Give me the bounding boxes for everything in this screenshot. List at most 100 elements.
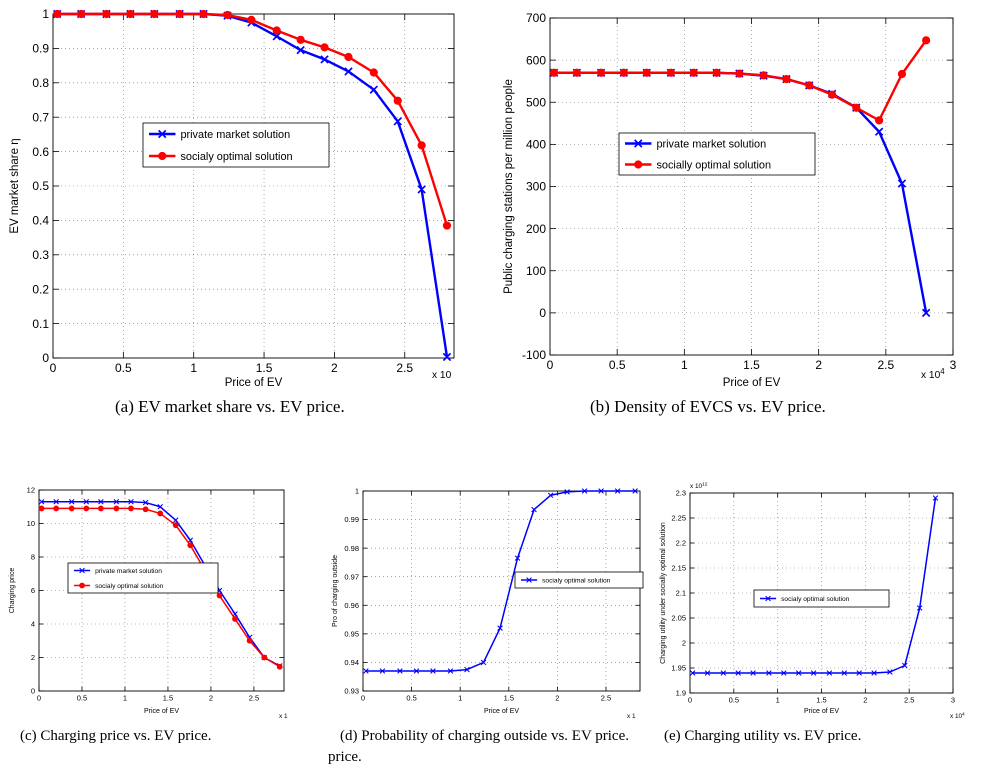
x-tick-label: 0	[361, 694, 365, 703]
y-axis-label: Charging utility under socially optimal …	[660, 522, 667, 664]
data-point	[887, 669, 893, 675]
x-tick-label: 0.5	[406, 694, 416, 703]
data-point	[766, 670, 772, 676]
legend-marker	[634, 160, 643, 169]
y-scale-note: x 1012	[690, 481, 708, 490]
y-axis-label: Pro of charging outside	[332, 555, 339, 627]
data-point	[369, 68, 378, 77]
legend-entry: socialy optimal solution	[542, 578, 611, 585]
caption: (d) Probability of charging outside vs. …	[340, 728, 629, 744]
x-tick-label: 0	[688, 696, 692, 705]
data-point	[897, 69, 907, 79]
data-point	[113, 505, 120, 512]
x-tick-label: 1.5	[163, 694, 173, 703]
y-tick-label: 0.5	[32, 179, 49, 193]
y-tick-label: 100	[526, 264, 546, 278]
data-point	[83, 498, 90, 505]
caption: (b) Density of EVCS vs. EV price.	[590, 397, 826, 416]
data-point	[97, 505, 104, 512]
data-point	[531, 506, 537, 513]
y-tick-label: 6	[31, 586, 35, 595]
data-point	[875, 116, 884, 125]
y-tick-label: 0.96	[344, 601, 359, 610]
data-point	[750, 670, 756, 676]
data-point	[689, 670, 696, 676]
data-point	[704, 670, 711, 676]
x-tick-label: 2.5	[601, 694, 611, 703]
data-point	[393, 117, 402, 126]
legend-marker	[634, 139, 643, 148]
legend-box	[618, 132, 816, 176]
y-tick-label: 2.25	[671, 514, 686, 523]
chart-a: 0 0.5 1 1.5 2 2.5 0 0.1 0.2 0.3 0.4 0.5 0.6 0.7 0.8 0.9…	[9, 7, 455, 416]
legend-entry: private market solution	[656, 139, 766, 151]
data-point	[932, 495, 939, 501]
chart-e: 0 0.5 1 1.5 2 2.5 3 1.9 1.95 2 2.05 2.1 2.15 2.2 2.25 2…	[660, 481, 965, 744]
legend-marker	[79, 582, 85, 589]
data-point	[68, 498, 75, 505]
data-point	[98, 498, 104, 505]
x-tick-label: 2	[815, 358, 822, 372]
data-point	[922, 36, 931, 45]
axes-box	[362, 490, 641, 692]
data-point	[497, 625, 503, 631]
y-axis-label: Charging price	[9, 568, 16, 614]
data-point	[38, 498, 45, 505]
legend-box	[67, 562, 219, 594]
legend-entry: socialy optimal solution	[781, 596, 850, 603]
y-tick-label: 500	[526, 95, 546, 109]
y-tick-label: 0.94	[344, 658, 359, 667]
legend-entry: socialy optimal solution	[180, 151, 292, 163]
data-point	[296, 35, 305, 44]
legend: socialy optimal solution	[753, 589, 890, 608]
y-tick-label: 0	[539, 306, 546, 320]
data-point	[795, 670, 802, 676]
legend-box	[142, 122, 330, 168]
x-tick-label: 1.5	[256, 361, 273, 375]
caption: (c) Charging price vs. EV price.	[20, 728, 211, 744]
x-tick-label: 1.5	[504, 694, 514, 703]
x-tick-label: 1	[190, 361, 197, 375]
data-point	[68, 505, 75, 512]
data-point	[417, 141, 426, 150]
x-tick-label: 2.5	[904, 696, 914, 705]
y-tick-label: 0.97	[344, 572, 359, 581]
series-0	[363, 488, 638, 674]
y-tick-label: 0	[31, 687, 35, 696]
data-point	[614, 488, 621, 494]
data-point	[549, 68, 559, 77]
caption-wrap: price.	[328, 749, 362, 765]
data-point	[514, 555, 521, 561]
data-point	[199, 9, 208, 19]
legend: private market solution socialy optimal s…	[67, 562, 219, 594]
y-tick-label: 2	[682, 639, 686, 648]
x-tick-label: 2.5	[877, 358, 894, 372]
y-tick-label: 600	[526, 53, 546, 67]
data-point	[781, 670, 787, 676]
y-tick-label: 0.98	[344, 544, 359, 553]
data-point	[379, 668, 386, 674]
data-point	[187, 542, 194, 549]
y-tick-label: 12	[27, 486, 35, 495]
data-point	[598, 488, 604, 494]
data-point	[417, 185, 426, 194]
data-point	[150, 9, 159, 19]
y-tick-label: 0.6	[32, 145, 49, 159]
x-tick-label: 0.5	[609, 358, 626, 372]
legend-box	[514, 571, 644, 589]
caption: (e) Charging utility vs. EV price.	[664, 728, 861, 744]
data-point	[856, 670, 862, 676]
x-scale-exponent: 4	[962, 711, 965, 717]
legend-entry: private market solution	[95, 568, 162, 575]
data-point	[447, 668, 454, 674]
data-point	[272, 26, 281, 35]
y-tick-label: 2.15	[671, 564, 686, 573]
data-point	[128, 505, 134, 512]
data-point	[157, 510, 164, 517]
data-point	[83, 505, 90, 512]
y-tick-label: 4	[31, 620, 35, 629]
y-tick-label: 8	[31, 553, 35, 562]
x-axis-label: Price of EV	[484, 708, 519, 715]
x-tick-label: 1	[681, 358, 688, 372]
x-scale-note: x 1	[627, 713, 636, 720]
